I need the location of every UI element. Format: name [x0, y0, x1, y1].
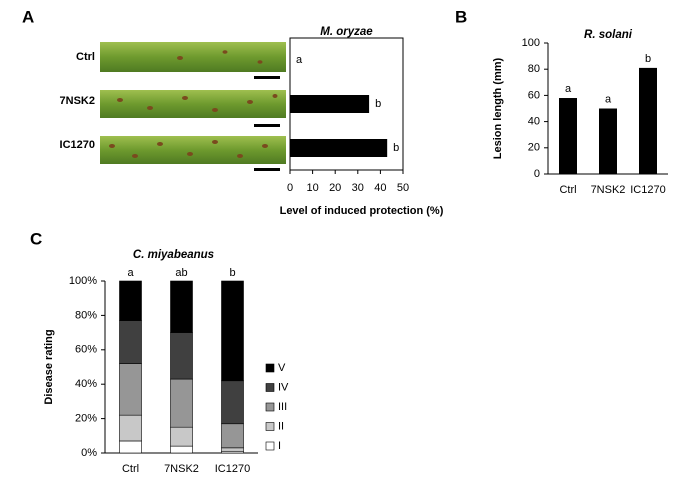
y-tick-label: 20: [528, 142, 540, 154]
y-tick-label: 40: [528, 116, 540, 128]
y-tick-label: 80: [528, 63, 540, 75]
y-axis-label: Lesion length (mm): [492, 57, 504, 159]
significance-letter: b: [375, 98, 381, 110]
x-tick-label: 30: [352, 182, 364, 194]
legend-swatch: [265, 422, 275, 431]
bar-segment: [119, 363, 142, 416]
y-tick-label: 60%: [75, 344, 97, 356]
lesions: [109, 50, 278, 158]
y-axis-label: Disease rating: [43, 329, 55, 404]
panel-letter: A: [22, 7, 34, 26]
scale-bar: [254, 76, 280, 79]
bar-segment: [221, 280, 244, 382]
bar-segment: [221, 423, 244, 449]
x-tick-label: Ctrl: [559, 184, 576, 196]
scale-bar: [254, 124, 280, 127]
x-tick-label: 0: [287, 182, 293, 194]
legend-swatch: [265, 402, 275, 412]
bar-segment: [119, 280, 142, 321]
significance-letter: a: [296, 54, 303, 66]
y-tick-label: 80%: [75, 309, 97, 321]
legend-swatch: [265, 383, 275, 392]
bar: [559, 98, 577, 174]
x-tick-label: 7NSK2: [164, 463, 199, 475]
y-tick-label: 20%: [75, 413, 97, 425]
bar: [290, 95, 370, 113]
leaf: [100, 136, 286, 164]
significance-letter: b: [393, 142, 399, 154]
bar-segment: [221, 447, 244, 452]
legend-label: I: [278, 440, 281, 452]
panel-letter: B: [455, 7, 467, 26]
bar: [290, 139, 388, 157]
category-label: Ctrl: [76, 51, 95, 63]
significance-letter: a: [565, 83, 572, 95]
bar: [599, 108, 617, 174]
y-tick-label: 0: [534, 168, 540, 180]
bar-segment: [170, 332, 193, 380]
legend-label: II: [278, 420, 284, 432]
bar-segment: [170, 445, 193, 454]
legend-label: IV: [278, 381, 289, 393]
legend-label: III: [278, 401, 287, 413]
legend-swatch: [265, 363, 275, 373]
chart-title: R. solani: [584, 29, 633, 41]
bar-segment: [119, 414, 142, 442]
bar-segment: [119, 440, 142, 454]
x-tick-label: IC1270: [215, 463, 250, 475]
x-tick-label: IC1270: [630, 184, 665, 196]
bar-segment: [221, 380, 244, 425]
scale-bar: [254, 168, 280, 171]
chart-title: M. oryzae: [320, 26, 373, 38]
y-tick-label: 40%: [75, 378, 97, 390]
x-tick-label: 10: [306, 182, 318, 194]
leaf: [100, 42, 286, 72]
chart-title: C. miyabeanus: [133, 249, 214, 261]
category-label: 7NSK2: [60, 95, 95, 107]
bar-segment: [170, 280, 193, 333]
bar: [639, 67, 657, 174]
leaf-images: [100, 42, 286, 171]
legend-label: V: [278, 362, 286, 374]
x-tick-label: 40: [374, 182, 386, 194]
x-tick-label: 20: [329, 182, 341, 194]
significance-letter: ab: [175, 267, 187, 279]
significance-letter: a: [127, 267, 134, 279]
bar-segment: [170, 378, 193, 428]
panel-letter: C: [30, 229, 42, 248]
x-tick-label: Ctrl: [122, 463, 139, 475]
bar-segment: [119, 320, 142, 364]
significance-letter: a: [605, 93, 612, 105]
y-tick-label: 60: [528, 89, 540, 101]
y-tick-label: 100%: [69, 275, 97, 287]
legend-swatch: [265, 441, 275, 451]
x-tick-label: 7NSK2: [591, 184, 626, 196]
bar-segment: [170, 426, 193, 447]
y-tick-label: 100: [522, 37, 540, 49]
category-label: IC1270: [60, 139, 95, 151]
significance-letter: b: [645, 53, 651, 65]
x-tick-label: 50: [397, 182, 409, 194]
significance-letter: b: [229, 267, 235, 279]
leaf: [100, 90, 286, 118]
y-tick-label: 0%: [81, 447, 97, 459]
x-axis-label: Level of induced protection (%): [280, 205, 444, 217]
